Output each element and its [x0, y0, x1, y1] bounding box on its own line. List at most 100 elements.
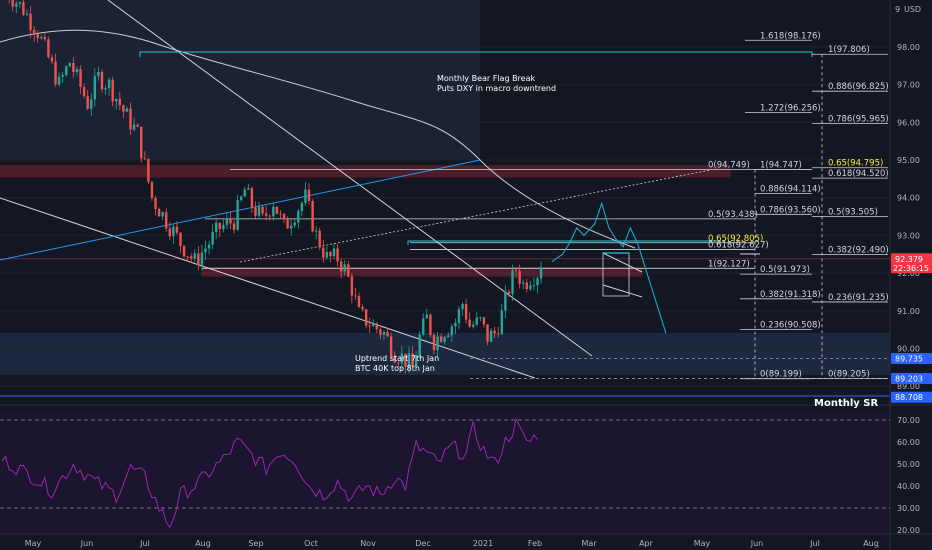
- candle-body: [115, 99, 118, 102]
- candle-body: [504, 291, 507, 311]
- fib-left-label: 1.272(96.256): [760, 104, 821, 114]
- candle-body: [272, 206, 275, 217]
- candle-body: [422, 318, 425, 335]
- price-tick-label: 95.00: [897, 156, 920, 165]
- descending-trendline: [107, 0, 593, 357]
- fib-right-label: 0.65(94.795): [828, 159, 883, 169]
- candle-body: [207, 244, 211, 249]
- rsi-tick-label: 40.00: [897, 482, 920, 491]
- candle-body: [250, 188, 254, 208]
- candle-body: [418, 334, 421, 357]
- candle-body: [268, 215, 271, 217]
- time-tick-label: 2021: [473, 539, 493, 548]
- annotation-uptrend: Uptrend start 7th Jan BTC 40K top 8th Ja…: [355, 354, 439, 373]
- time-tick-label: May: [694, 539, 711, 548]
- candle-body: [436, 336, 439, 351]
- currency-label: USD: [904, 5, 921, 14]
- price-tick-label: 90.00: [897, 345, 920, 354]
- candle-body: [157, 208, 161, 217]
- candle-body: [389, 336, 393, 357]
- candle-body: [40, 37, 43, 39]
- candle-body: [457, 309, 461, 323]
- support-resistance-zone: [201, 266, 643, 277]
- candle-body: [432, 334, 436, 351]
- candle-body: [179, 232, 182, 246]
- price-tick-label: 89.00: [897, 382, 920, 391]
- candle-body: [136, 124, 139, 127]
- rsi-background: [0, 412, 890, 534]
- candle-body: [375, 323, 379, 330]
- fib-mid-b-label: 0.236(90.508): [760, 320, 821, 330]
- price-tick-label: 94.00: [897, 194, 920, 203]
- time-tick-label: Sep: [248, 539, 263, 548]
- candle-body: [107, 79, 111, 88]
- candle-body: [193, 253, 196, 259]
- candle-body: [168, 228, 171, 237]
- candle-body: [489, 330, 493, 342]
- candle-body: [200, 252, 204, 265]
- candle-body: [429, 314, 432, 335]
- candle-body: [15, 3, 18, 7]
- candle-body: [325, 252, 329, 258]
- time-tick-label: Jul: [809, 539, 820, 548]
- candle-body: [222, 224, 225, 230]
- candle-body: [382, 331, 386, 335]
- price-tick-label: 92.00: [897, 269, 920, 278]
- rsi-tick-label: 20.00: [897, 526, 920, 535]
- candle-body: [236, 200, 239, 230]
- candle-body: [304, 189, 307, 203]
- candle-body: [472, 324, 475, 327]
- fib-mid-a-label: 0.886(94.114): [760, 184, 821, 194]
- candle-body: [289, 225, 293, 229]
- time-tick-label: Dec: [415, 539, 430, 548]
- candle-body: [165, 212, 168, 229]
- candle-body: [211, 231, 214, 245]
- candle-body: [57, 76, 61, 85]
- candle-body: [132, 124, 136, 130]
- candle-body: [104, 87, 107, 90]
- candle-body: [425, 314, 429, 319]
- candle-body: [25, 13, 29, 15]
- candle-body: [497, 333, 500, 335]
- candle-body: [461, 303, 464, 310]
- fib-right-label: 0.886(96.825): [828, 82, 889, 92]
- uptrend-line-1: Uptrend start 7th Jan: [355, 354, 439, 363]
- fib-layer: 1.618(98.176) 1.272(96.256) 0(94.749) 0.5(9…: [202, 31, 889, 380]
- fib-left-label: 0.65(92.805): [708, 234, 763, 244]
- candle-body: [275, 206, 279, 214]
- grid-layer: [0, 46, 890, 387]
- candle-body: [11, 0, 14, 7]
- candle-body: [507, 291, 511, 294]
- time-tick-label: Oct: [304, 539, 318, 548]
- rsi-layer: 20.00 30.00 40.00 50.00 60.00 70.00: [0, 416, 920, 535]
- shaded-region-upper: [0, 0, 480, 160]
- price-tag-label: 89.203: [895, 375, 923, 384]
- candle-body: [118, 99, 122, 106]
- candle-body: [247, 188, 250, 190]
- candle-body: [468, 319, 471, 327]
- fib-mid-b-label: 0(89.199): [760, 370, 802, 380]
- candle-body: [204, 248, 207, 253]
- price-tag: [891, 253, 932, 274]
- candle-body: [464, 303, 468, 320]
- candle-body: [286, 219, 289, 229]
- candle-body: [386, 331, 389, 337]
- candle-body: [129, 108, 132, 130]
- moving-average: [0, 29, 636, 249]
- candle-body: [443, 337, 446, 342]
- rsi-tick-label: 30.00: [897, 504, 920, 513]
- time-tick-label: Aug: [863, 539, 879, 548]
- candle-body: [161, 212, 164, 217]
- candle-body: [36, 34, 39, 39]
- time-tick-label: Jul: [139, 539, 150, 548]
- candle-body: [354, 295, 357, 297]
- candle-body: [254, 207, 257, 216]
- candle-body: [18, 2, 22, 4]
- candle-body: [100, 71, 104, 90]
- candle-body: [261, 206, 264, 214]
- candle-body: [339, 261, 343, 272]
- price-tick-label: 91.00: [897, 307, 920, 316]
- candle-body: [486, 324, 489, 342]
- monthly-sr-label: Monthly SR: [814, 398, 878, 409]
